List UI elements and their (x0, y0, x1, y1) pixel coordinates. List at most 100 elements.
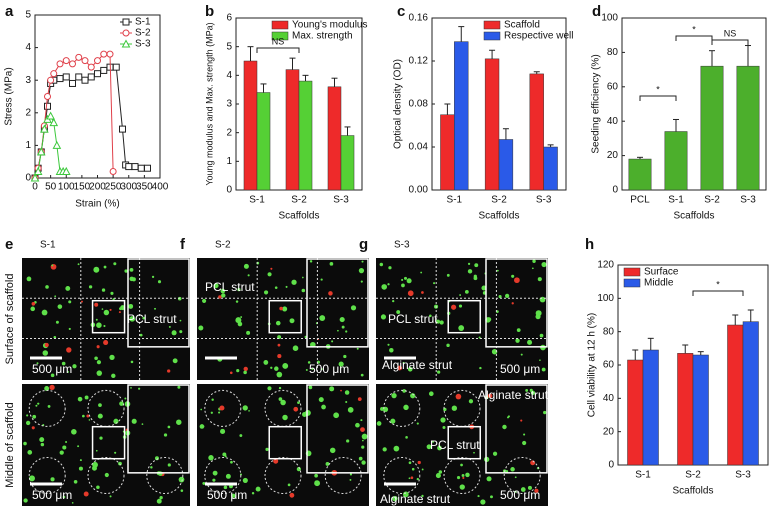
cell-dot (103, 265, 107, 269)
image-annotation: PCL strut (430, 438, 480, 452)
bar (664, 131, 688, 191)
cell-dot (380, 314, 387, 320)
cell-dot (103, 309, 110, 316)
cell-dot (468, 399, 474, 404)
cell-dot (235, 317, 242, 324)
cell-dot (347, 407, 354, 413)
cell-dot (289, 318, 295, 324)
cell-dot (329, 262, 334, 266)
data-point (46, 111, 55, 120)
cell-dot (420, 271, 423, 274)
y-tick-label: 100 (597, 293, 614, 304)
significance-label: * (656, 84, 660, 94)
cell-dot (267, 386, 272, 391)
cell-dot (539, 333, 544, 338)
cell-dot (44, 386, 50, 391)
y-tick-label: 80 (607, 47, 619, 58)
cell-dot (381, 284, 388, 290)
y-tick-label: 1 (226, 156, 232, 167)
data-point (87, 63, 95, 71)
x-axis-label: Scaffolds (673, 486, 714, 497)
cell-dot (255, 486, 261, 492)
cell-dot (62, 445, 67, 450)
cell-dot (492, 451, 498, 456)
x-tick-label: S-1 (249, 195, 265, 206)
cell-dot (109, 495, 112, 498)
cell-dot (541, 367, 546, 372)
cell-dot (301, 276, 304, 279)
cell-dot (530, 390, 536, 395)
y-tick-label: 2 (226, 127, 232, 138)
cell-dot (130, 387, 132, 389)
cell-dot (361, 445, 365, 449)
cell-dot (31, 426, 35, 430)
cell-dot (39, 437, 45, 443)
cell-dot (321, 404, 326, 410)
cell-dot (111, 373, 116, 379)
cell-dot (86, 414, 90, 418)
cell-dot (440, 417, 446, 423)
legend-label: S-2 (135, 28, 151, 39)
cell-dot (421, 468, 424, 471)
cell-dot (219, 405, 225, 411)
cell-dot (437, 445, 442, 451)
cell-dot (57, 304, 63, 309)
cell-dot (246, 330, 251, 335)
legend-marker (122, 18, 130, 26)
y-tick-label: 0.00 (409, 185, 429, 196)
strut-outline (383, 457, 421, 494)
y-tick-label: 100 (601, 13, 618, 24)
cell-dot (172, 358, 178, 364)
legend-swatch (623, 278, 641, 288)
legend-marker (122, 29, 130, 37)
cell-dot (498, 295, 502, 299)
x-axis-label: Scaffolds (674, 211, 715, 222)
cell-dot (263, 290, 269, 295)
cell-dot (199, 424, 205, 429)
cell-dot (68, 327, 71, 330)
inset (306, 258, 369, 348)
cell-dot (411, 467, 415, 471)
y-tick-label: 4 (25, 42, 31, 53)
data-point (81, 57, 89, 65)
data-point (144, 164, 151, 172)
cell-dot (506, 416, 510, 419)
image-annotation: 500 μm (500, 362, 540, 376)
cell-dot (104, 472, 109, 478)
cell-dot (376, 421, 382, 426)
cell-dot (474, 263, 479, 268)
image-annotation: Alginate strut (380, 492, 451, 506)
cell-dot (340, 389, 342, 392)
cell-dot (128, 303, 134, 309)
cell-dot (225, 473, 231, 479)
inset (485, 384, 548, 474)
cell-dot (218, 411, 221, 414)
cell-dot (511, 302, 514, 305)
cell-dot (486, 476, 492, 482)
cell-dot (83, 491, 89, 497)
significance-label: * (692, 24, 696, 34)
micrograph (22, 258, 190, 380)
y-tick-label: 2 (25, 107, 31, 118)
cell-dot (78, 466, 83, 471)
cell-dot (223, 485, 228, 490)
cell-dot (208, 455, 214, 461)
data-point (33, 166, 43, 175)
y-tick-label: 3 (226, 99, 232, 110)
cell-dot (361, 260, 364, 263)
cell-dot (119, 401, 124, 406)
cell-dot (91, 465, 97, 471)
x-tick-label: S-3 (740, 195, 756, 206)
y-axis-label: Cell viability at 12 h (%) (587, 313, 598, 417)
cell-dot (380, 407, 384, 411)
cell-dot (179, 319, 182, 322)
strut-outline (28, 457, 66, 494)
legend-label: Scaffold (504, 20, 540, 31)
cell-dot (31, 301, 36, 306)
cell-dot (417, 460, 421, 465)
cell-dot (282, 414, 288, 421)
cell-dot (167, 369, 171, 373)
cell-dot (49, 384, 55, 390)
x-tick-label: S-2 (685, 470, 701, 481)
cell-dot (309, 260, 313, 263)
